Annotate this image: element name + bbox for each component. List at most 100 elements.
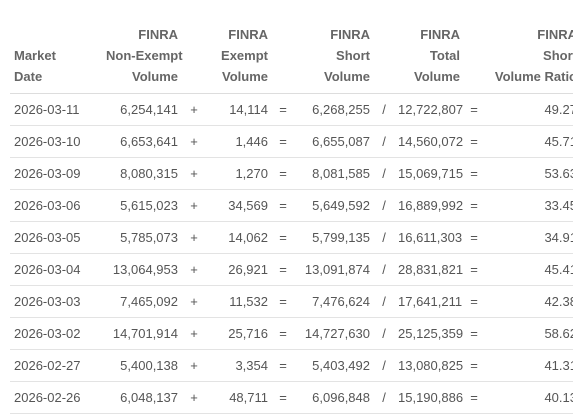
equals-operator: = xyxy=(464,157,484,190)
cell-ratio: 40.13 xyxy=(484,381,573,414)
cell-total: 28,831,821 xyxy=(394,253,464,286)
cell-exempt: 26,921 xyxy=(206,253,272,286)
table-header: Market Date FINRA Non-Exempt Volume FINR… xyxy=(10,16,573,94)
cell-total: 13,080,825 xyxy=(394,349,464,382)
cell-exempt: 25,716 xyxy=(206,317,272,350)
equals-operator: = xyxy=(272,93,294,126)
cell-total: 16,611,303 xyxy=(394,221,464,254)
cell-ratio: 45.71 xyxy=(484,125,573,158)
header-short-volume: FINRA Short Volume xyxy=(294,16,374,94)
equals-operator: = xyxy=(272,157,294,190)
table-row: 2026-03-06 5,615,023 + 34,569 = 5,649,59… xyxy=(10,189,573,222)
header-short-line-1: FINRA xyxy=(330,27,370,42)
cell-non-exempt: 5,400,138 xyxy=(102,349,182,382)
header-market-date-line-1: Market xyxy=(14,48,56,63)
cell-short: 6,096,848 xyxy=(294,381,374,414)
cell-ratio: 58.62 xyxy=(484,317,573,350)
cell-short: 8,081,585 xyxy=(294,157,374,190)
equals-operator: = xyxy=(464,221,484,254)
table-row: 2026-03-02 14,701,914 + 25,716 = 14,727,… xyxy=(10,317,573,350)
table-row: 2026-03-09 8,080,315 + 1,270 = 8,081,585… xyxy=(10,157,573,190)
divide-operator: / xyxy=(374,349,394,382)
divide-operator: / xyxy=(374,125,394,158)
header-row: Market Date FINRA Non-Exempt Volume FINR… xyxy=(10,16,573,94)
cell-ratio: 42.38 xyxy=(484,285,573,318)
cell-date: 2026-03-05 xyxy=(10,221,102,254)
table-body: 2026-03-11 6,254,141 + 14,114 = 6,268,25… xyxy=(10,93,573,414)
equals-operator: = xyxy=(272,349,294,382)
equals-operator: = xyxy=(464,349,484,382)
equals-operator: = xyxy=(272,221,294,254)
plus-operator: + xyxy=(182,317,206,350)
cell-date: 2026-03-04 xyxy=(10,253,102,286)
short-volume-table: Market Date FINRA Non-Exempt Volume FINR… xyxy=(10,16,573,414)
header-non-exempt-line-2: Non-Exempt xyxy=(106,48,183,63)
header-spacer-equals-2 xyxy=(464,16,484,94)
cell-non-exempt: 6,254,141 xyxy=(102,93,182,126)
divide-operator: / xyxy=(374,381,394,414)
plus-operator: + xyxy=(182,189,206,222)
cell-date: 2026-03-11 xyxy=(10,93,102,126)
cell-total: 16,889,992 xyxy=(394,189,464,222)
header-ratio-line-2: Short xyxy=(543,48,573,63)
header-short-line-3: Volume xyxy=(324,69,370,84)
cell-exempt: 3,354 xyxy=(206,349,272,382)
header-exempt-volume: FINRA Exempt Volume xyxy=(206,16,272,94)
cell-non-exempt: 6,653,641 xyxy=(102,125,182,158)
cell-date: 2026-02-26 xyxy=(10,381,102,414)
header-short-line-2: Short xyxy=(336,48,370,63)
table-row: 2026-03-05 5,785,073 + 14,062 = 5,799,13… xyxy=(10,221,573,254)
header-market-date: Market Date xyxy=(10,16,102,94)
cell-ratio: 45.41 xyxy=(484,253,573,286)
header-total-line-3: Volume xyxy=(414,69,460,84)
equals-operator: = xyxy=(464,125,484,158)
header-total-line-1: FINRA xyxy=(420,27,460,42)
cell-total: 17,641,211 xyxy=(394,285,464,318)
plus-operator: + xyxy=(182,93,206,126)
divide-operator: / xyxy=(374,221,394,254)
header-exempt-line-2: Exempt xyxy=(221,48,268,63)
cell-total: 25,125,359 xyxy=(394,317,464,350)
cell-exempt: 14,062 xyxy=(206,221,272,254)
header-short-volume-ratio: FINRA Short Volume Ratio xyxy=(484,16,573,94)
equals-operator: = xyxy=(272,285,294,318)
cell-non-exempt: 13,064,953 xyxy=(102,253,182,286)
cell-exempt: 1,270 xyxy=(206,157,272,190)
cell-short: 13,091,874 xyxy=(294,253,374,286)
cell-ratio: 53.63 xyxy=(484,157,573,190)
cell-date: 2026-03-06 xyxy=(10,189,102,222)
cell-ratio: 34.91 xyxy=(484,221,573,254)
cell-total: 12,722,807 xyxy=(394,93,464,126)
equals-operator: = xyxy=(272,381,294,414)
equals-operator: = xyxy=(464,189,484,222)
cell-ratio: 33.45 xyxy=(484,189,573,222)
equals-operator: = xyxy=(272,253,294,286)
header-total-line-2: Total xyxy=(429,48,460,63)
cell-exempt: 48,711 xyxy=(206,381,272,414)
header-ratio-line-3: Volume Ratio xyxy=(494,69,573,84)
plus-operator: + xyxy=(182,221,206,254)
cell-exempt: 14,114 xyxy=(206,93,272,126)
cell-non-exempt: 14,701,914 xyxy=(102,317,182,350)
divide-operator: / xyxy=(374,285,394,318)
cell-ratio: 49.27 xyxy=(484,93,573,126)
plus-operator: + xyxy=(182,285,206,318)
cell-exempt: 34,569 xyxy=(206,189,272,222)
header-exempt-line-3: Volume xyxy=(222,69,268,84)
equals-operator: = xyxy=(272,189,294,222)
cell-total: 14,560,072 xyxy=(394,125,464,158)
equals-operator: = xyxy=(464,253,484,286)
header-non-exempt-volume: FINRA Non-Exempt Volume xyxy=(102,16,183,94)
cell-non-exempt: 5,615,023 xyxy=(102,189,182,222)
cell-short: 5,403,492 xyxy=(294,349,374,382)
equals-operator: = xyxy=(464,381,484,414)
equals-operator: = xyxy=(464,317,484,350)
header-spacer-equals xyxy=(272,16,294,94)
cell-total: 15,069,715 xyxy=(394,157,464,190)
table-row: 2026-02-26 6,048,137 + 48,711 = 6,096,84… xyxy=(10,381,573,414)
header-exempt-line-1: FINRA xyxy=(228,27,268,42)
header-spacer-divide xyxy=(374,16,394,94)
cell-non-exempt: 5,785,073 xyxy=(102,221,182,254)
cell-date: 2026-03-10 xyxy=(10,125,102,158)
